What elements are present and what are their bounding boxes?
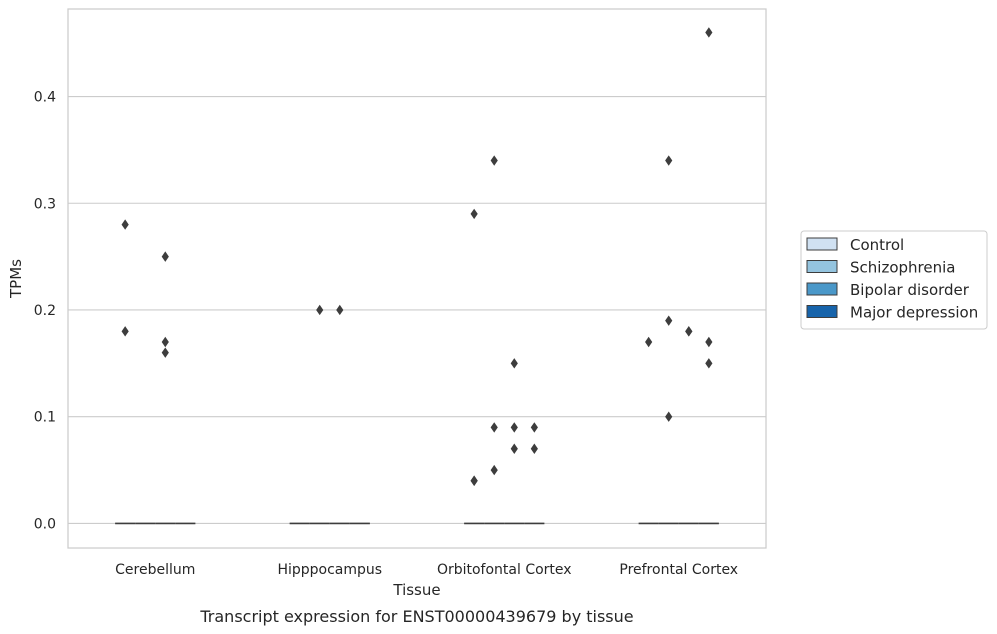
outlier-point xyxy=(510,422,518,433)
outlier-point xyxy=(316,304,324,316)
legend-swatch xyxy=(806,260,838,273)
x-tick-label: Prefrontal Cortex xyxy=(619,562,738,578)
y-tick-label: 0.3 xyxy=(34,196,56,212)
x-tick-labels: Cerebellum Hipppocampus Orbitofontal Corte… xyxy=(115,562,738,578)
outlier-point xyxy=(161,347,169,358)
outlier-point xyxy=(161,251,169,262)
plot-area xyxy=(68,9,766,548)
x-tick-label: Cerebellum xyxy=(115,562,195,578)
legend-swatch xyxy=(806,305,838,318)
legend-swatch xyxy=(806,282,838,296)
legend-label: Bipolar disorder xyxy=(850,281,970,299)
legend: Control Schizophrenia Bipolar disorder Majo… xyxy=(800,230,988,330)
outlier-point xyxy=(490,422,498,433)
outlier-point xyxy=(336,304,344,316)
y-tick-label: 0.2 xyxy=(34,303,56,319)
y-tick-label: 0.4 xyxy=(34,90,56,106)
legend-frame xyxy=(800,230,988,330)
y-tick-label: 0.0 xyxy=(34,516,56,532)
outlier-point xyxy=(530,443,538,454)
x-tick-label: Hipppocampus xyxy=(277,562,382,578)
x-axis-label: Tissue xyxy=(392,581,440,599)
outlier-points xyxy=(121,27,713,486)
legend-swatch xyxy=(806,237,838,251)
outlier-point xyxy=(121,326,129,337)
outlier-point xyxy=(665,411,673,422)
legend-label: Schizophrenia xyxy=(850,259,955,277)
legend-label: Major depression xyxy=(850,304,978,322)
outlier-point xyxy=(470,475,478,486)
outlier-point xyxy=(490,155,498,166)
legend-label: Control xyxy=(850,236,904,254)
outlier-point xyxy=(665,315,673,326)
outlier-point xyxy=(510,358,518,369)
y-tick-label: 0.1 xyxy=(34,410,56,426)
outlier-point xyxy=(665,155,673,166)
y-tick-labels: 0.0 0.1 0.2 0.3 0.4 xyxy=(34,90,56,533)
outlier-point xyxy=(705,27,713,38)
outlier-point xyxy=(645,336,653,348)
x-tick-label: Orbitofontal Cortex xyxy=(437,562,572,578)
outlier-point xyxy=(510,443,518,454)
chart-caption: Transcript expression for ENST0000043967… xyxy=(199,607,633,626)
outlier-point xyxy=(470,208,478,220)
outlier-point xyxy=(705,336,713,348)
outlier-point xyxy=(161,336,169,348)
y-axis-label: TPMs xyxy=(7,259,25,299)
outlier-point xyxy=(685,326,693,337)
outlier-point xyxy=(705,358,713,369)
plot-frame xyxy=(67,8,767,549)
outlier-point xyxy=(530,422,538,433)
outlier-point xyxy=(490,464,498,476)
outlier-point xyxy=(121,219,129,230)
